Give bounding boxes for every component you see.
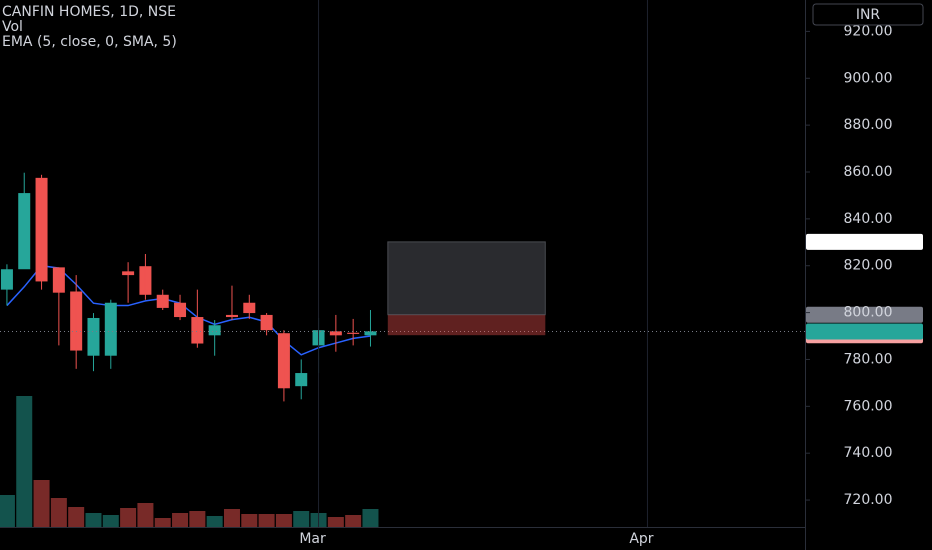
currency-button[interactable] bbox=[812, 3, 924, 26]
volume-bar bbox=[327, 517, 344, 527]
volume-bar bbox=[68, 507, 85, 527]
currency[interactable]: INR bbox=[856, 7, 881, 23]
y-tick-label: 760.00 bbox=[844, 398, 893, 414]
volume-bar bbox=[345, 515, 362, 527]
volume-bar bbox=[0, 495, 15, 527]
y-tick-label: 860.00 bbox=[844, 164, 893, 180]
volume-bar bbox=[85, 513, 102, 527]
price-label-bg bbox=[806, 323, 923, 340]
price-label-bg bbox=[806, 306, 923, 323]
volume-bar bbox=[33, 480, 50, 527]
volume-bar bbox=[275, 514, 292, 527]
volume-bar bbox=[137, 503, 154, 527]
y-tick-label: 900.00 bbox=[844, 70, 893, 86]
y-tick-label: 880.00 bbox=[844, 117, 893, 133]
volume-bar bbox=[189, 511, 206, 527]
indicator-label: EMA (5, close, 0, SMA, 5) bbox=[2, 34, 177, 50]
y-tick-label: 780.00 bbox=[844, 351, 893, 367]
volume-bar bbox=[362, 509, 379, 527]
y-tick-label: 820.00 bbox=[844, 258, 893, 274]
volume-bar bbox=[293, 511, 310, 527]
volume-bar bbox=[172, 513, 189, 527]
position-stop-zone bbox=[387, 314, 546, 336]
volume-bar bbox=[206, 516, 223, 527]
position-target-zone bbox=[387, 241, 546, 316]
volume-bar bbox=[241, 514, 258, 527]
y-tick-label: 800.00 bbox=[844, 305, 893, 321]
price-label-bg bbox=[806, 233, 923, 250]
y-tick-label: 840.00 bbox=[844, 211, 893, 227]
volume-label: Vol bbox=[2, 19, 23, 35]
chart-title: CANFIN HOMES, 1D, NSE bbox=[2, 4, 176, 20]
x-tick-label: Apr bbox=[629, 531, 653, 547]
volume-bar bbox=[50, 498, 67, 527]
y-tick-label: 920.00 bbox=[844, 23, 893, 39]
volume-bar bbox=[16, 396, 33, 527]
ema-line bbox=[6, 264, 371, 356]
volume-bar bbox=[120, 508, 137, 527]
volume-bar bbox=[223, 509, 240, 527]
y-tick-label: 720.00 bbox=[844, 492, 893, 508]
volume-bar bbox=[258, 514, 275, 527]
volume-bar bbox=[154, 518, 171, 527]
volume-bar bbox=[102, 515, 119, 527]
y-tick-label: 740.00 bbox=[844, 445, 893, 461]
x-tick-label: Mar bbox=[299, 531, 326, 547]
